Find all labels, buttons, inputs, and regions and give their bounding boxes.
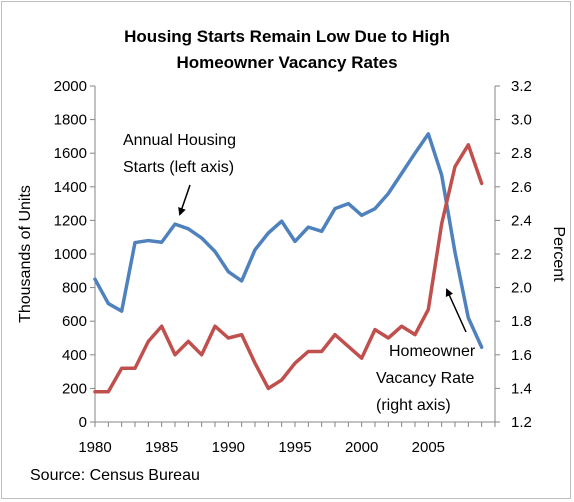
left-y-tick-label: 400: [62, 347, 87, 364]
vacancy-rate-annotation-line-2: Vacancy Rate: [376, 370, 475, 387]
left-axis-label: Thousands of Units: [17, 185, 34, 323]
right-y-tick-label: 2.4: [511, 212, 532, 229]
right-y-tick-label: 1.2: [511, 414, 532, 431]
x-tick-label: 2005: [412, 439, 445, 456]
series-layer: [93, 132, 484, 394]
housing-starts-annotation-line-2: Starts (left axis): [123, 159, 234, 176]
left-y-tick-label: 1600: [54, 145, 87, 162]
left-y-tick-label: 1200: [54, 212, 87, 229]
x-tick-label: 1985: [145, 439, 178, 456]
chart-title-line-2: Homeowner Vacancy Rates: [176, 53, 397, 72]
vacancy-rate-annotation-line-1: Homeowner: [389, 343, 476, 360]
left-y-tick-label: 200: [62, 380, 87, 397]
x-tick-label: 1990: [212, 439, 245, 456]
chart-title-line-1: Housing Starts Remain Low Due to High: [124, 27, 450, 46]
left-y-tick-label: 0: [79, 414, 87, 431]
left-y-tick-label: 800: [62, 280, 87, 297]
housing-starts-series-line: [93, 132, 484, 349]
right-y-tick-label: 3.0: [511, 112, 532, 129]
vacancy-rate-annotation: Homeowner Vacancy Rate (right axis): [376, 288, 476, 414]
housing-starts-annotation-line-1: Annual Housing: [123, 132, 236, 149]
right-axis-label: Percent: [550, 226, 567, 282]
housing-starts-annotation-arrow: [178, 184, 191, 216]
x-axis-tick-labels: 1980 1985 1990 1995 2000 2005: [78, 439, 445, 456]
right-y-tick-label: 2.6: [511, 179, 532, 196]
right-axis-tick-labels: 3.2 3.0 2.8 2.6 2.4 2.2 2.0 1.8 1.6 1.4 1.2: [511, 78, 532, 431]
left-y-tick-label: 600: [62, 313, 87, 330]
axis-tick-marks: [90, 85, 500, 427]
housing-starts-annotation: Annual Housing Starts (left axis): [123, 132, 236, 216]
right-y-tick-label: 2.0: [511, 280, 532, 297]
source-note: Source: Census Bureau: [30, 467, 200, 484]
x-tick-label: 1980: [78, 439, 111, 456]
x-tick-label: 1995: [278, 439, 311, 456]
vacancy-rate-annotation-arrow: [445, 288, 467, 333]
vacancy-rate-annotation-line-3: (right axis): [376, 397, 451, 414]
right-y-tick-label: 2.8: [511, 145, 532, 162]
left-y-tick-label: 1400: [54, 179, 87, 196]
vacancy-rate-series-line: [93, 143, 484, 394]
right-y-tick-label: 1.8: [511, 313, 532, 330]
left-y-tick-label: 2000: [54, 78, 87, 95]
right-y-tick-label: 1.4: [511, 380, 532, 397]
x-tick-label: 2000: [345, 439, 378, 456]
left-y-tick-label: 1000: [54, 246, 87, 263]
right-y-tick-label: 2.2: [511, 246, 532, 263]
right-y-tick-label: 3.2: [511, 78, 532, 95]
right-y-tick-label: 1.6: [511, 347, 532, 364]
left-y-tick-label: 1800: [54, 112, 87, 129]
